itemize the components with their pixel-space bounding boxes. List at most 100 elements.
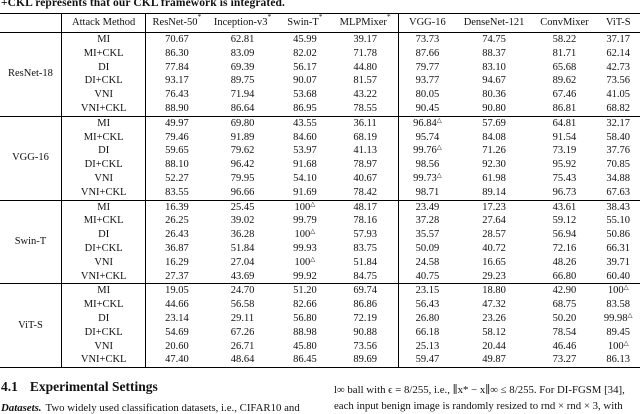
value-cell: 73.56 <box>332 339 400 354</box>
value-cell: 50.86 <box>606 229 631 241</box>
value-cell: 43.55 <box>277 115 333 131</box>
value-cell: 100△ <box>294 228 316 241</box>
value-cell: 39.02 <box>230 215 255 227</box>
surrogate-marker: * <box>197 13 202 21</box>
table-row: VNI 76.43 71.94 53.68 43.22 80.05 80.36 67.46 41… <box>0 88 640 102</box>
value-cell: 92.30 <box>482 159 506 171</box>
table-header: Attack Method ResNet-50* Inception-v3* Swin… <box>0 13 640 33</box>
value-cell: 40.75 <box>415 270 440 282</box>
whitebox-marker: △ <box>310 200 316 208</box>
value-cell: 81.57 <box>332 74 400 89</box>
table-row: VNI 16.29 27.04 100△ 51.84 24.58 16.65 48.26 39.… <box>0 255 640 270</box>
value-cell: 73.19 <box>552 145 577 157</box>
attack-method-cell: VNI <box>61 171 147 186</box>
value-cell: 25.13 <box>415 340 440 352</box>
source-model-label: ViT-S <box>0 283 62 368</box>
value-cell: 93.17 <box>165 75 189 87</box>
table-row: VGG-16 MI 49.97 69.80 43.55 36.11 96.84△ 57.69 6… <box>0 115 640 201</box>
value-cell: 99.79 <box>293 215 317 227</box>
value-cell: 99.92 <box>293 270 317 282</box>
value-cell: 16.39 <box>145 199 208 215</box>
column-header: Attack Method <box>61 13 147 33</box>
value-cell: 26.71 <box>230 340 255 352</box>
value-cell: 80.05 <box>415 89 440 101</box>
value-cell: 51.20 <box>277 283 333 299</box>
table-body: ResNet-18 MI 70.67 62.81 45.99 39.17 73.73 74.7… <box>0 32 640 368</box>
value-cell: 45.99 <box>293 34 317 45</box>
value-cell: 26.25 <box>165 215 189 227</box>
value-cell: 41.13 <box>332 144 400 159</box>
value-cell: 88.10 <box>165 159 189 171</box>
value-cell: 77.84 <box>165 61 189 73</box>
value-cell: 51.84 <box>230 242 255 254</box>
value-cell: 78.55 <box>332 101 400 117</box>
value-cell: 42.90 <box>532 283 597 299</box>
value-cell: 74.75 <box>482 34 506 45</box>
source-model-label: Swin-T <box>0 199 62 284</box>
whitebox-marker: △ <box>436 144 442 152</box>
whitebox-marker: △ <box>436 116 442 124</box>
value-cell: 84.75 <box>332 269 400 284</box>
value-cell: 59.12 <box>552 215 577 227</box>
value-cell: 45.80 <box>293 340 317 352</box>
value-cell: 83.75 <box>332 241 400 256</box>
value-cell: 73.73 <box>415 34 440 45</box>
value-cell: 47.40 <box>165 354 189 366</box>
value-cell: 93.77 <box>415 75 440 87</box>
value-cell: 24.70 <box>207 283 278 299</box>
source-model-label: VGG-16 <box>0 115 62 201</box>
table-row: VNI+CKL 83.55 96.66 91.69 78.42 98.71 89.14 96.… <box>0 185 640 201</box>
value-cell: 37.28 <box>415 215 440 227</box>
value-cell: 84.60 <box>293 131 317 143</box>
value-cell: 91.89 <box>230 131 255 143</box>
section-number: 4.1 <box>1 379 18 395</box>
attack-method-cell: MI <box>61 199 147 215</box>
whitebox-marker: △ <box>310 255 316 263</box>
value-cell: 48.64 <box>230 354 255 366</box>
value-cell: 37.17 <box>606 34 631 45</box>
value-cell: 86.30 <box>165 47 189 59</box>
table-row: VNI+CKL 27.37 43.69 99.92 84.75 40.75 29.23 66.… <box>0 269 640 284</box>
value-cell: 99.73△ <box>413 171 442 184</box>
table-row: DI+CKL 54.69 67.26 88.98 90.88 66.18 58.12 78.5… <box>0 325 640 340</box>
value-cell: 88.90 <box>165 102 189 114</box>
value-cell: 96.73 <box>552 186 577 198</box>
attack-method-cell: MI <box>61 283 147 299</box>
value-cell: 69.39 <box>230 61 255 73</box>
value-cell: 89.14 <box>482 186 506 198</box>
value-cell: 40.67 <box>332 171 400 186</box>
header-corner-cell <box>0 13 62 33</box>
value-cell: 82.02 <box>293 47 317 59</box>
value-cell: 91.68 <box>293 159 317 171</box>
surrogate-marker: * <box>386 13 391 21</box>
value-cell: 57.69 <box>455 115 533 131</box>
table-row: DI 26.43 36.28 100△ 57.93 35.57 28.57 56.94 50.8… <box>0 228 640 242</box>
value-cell: 73.56 <box>606 75 631 87</box>
paragraph-text: Two widely used classification datasets,… <box>45 402 300 414</box>
value-cell: 36.11 <box>332 115 400 131</box>
value-cell: 96.84△ <box>398 115 456 131</box>
table-row: MI+CKL 86.30 83.09 82.02 71.78 87.66 88.37 81.7… <box>0 46 640 61</box>
table-row: DI+CKL 93.17 89.75 90.07 81.57 93.77 94.67 89.6… <box>0 74 640 89</box>
whitebox-marker: △ <box>627 311 633 319</box>
value-cell: 66.18 <box>415 326 440 338</box>
value-cell: 28.57 <box>482 229 506 241</box>
value-cell: 44.80 <box>332 60 400 75</box>
table-row: VNI 20.60 26.71 45.80 73.56 25.13 20.44 46.46 10… <box>0 339 640 354</box>
table-row: VNI 52.27 79.95 54.10 40.67 99.73△ 61.98 75.43 3… <box>0 171 640 186</box>
whitebox-marker: △ <box>436 171 442 179</box>
value-cell: 23.14 <box>165 312 189 324</box>
value-cell: 83.10 <box>482 61 506 73</box>
paragraph-label: Datasets. <box>1 402 42 414</box>
value-cell: 29.11 <box>230 312 255 324</box>
value-cell: 89.75 <box>230 75 255 87</box>
value-cell: 88.98 <box>293 326 317 338</box>
value-cell: 52.27 <box>165 172 189 184</box>
value-cell: 98.56 <box>415 159 440 171</box>
value-cell: 48.26 <box>552 256 577 268</box>
value-cell: 36.28 <box>230 229 255 241</box>
attack-method-cell: MI <box>61 115 147 131</box>
value-cell: 57.93 <box>332 228 400 242</box>
value-cell: 32.17 <box>596 115 640 131</box>
value-cell: 83.58 <box>606 299 631 311</box>
